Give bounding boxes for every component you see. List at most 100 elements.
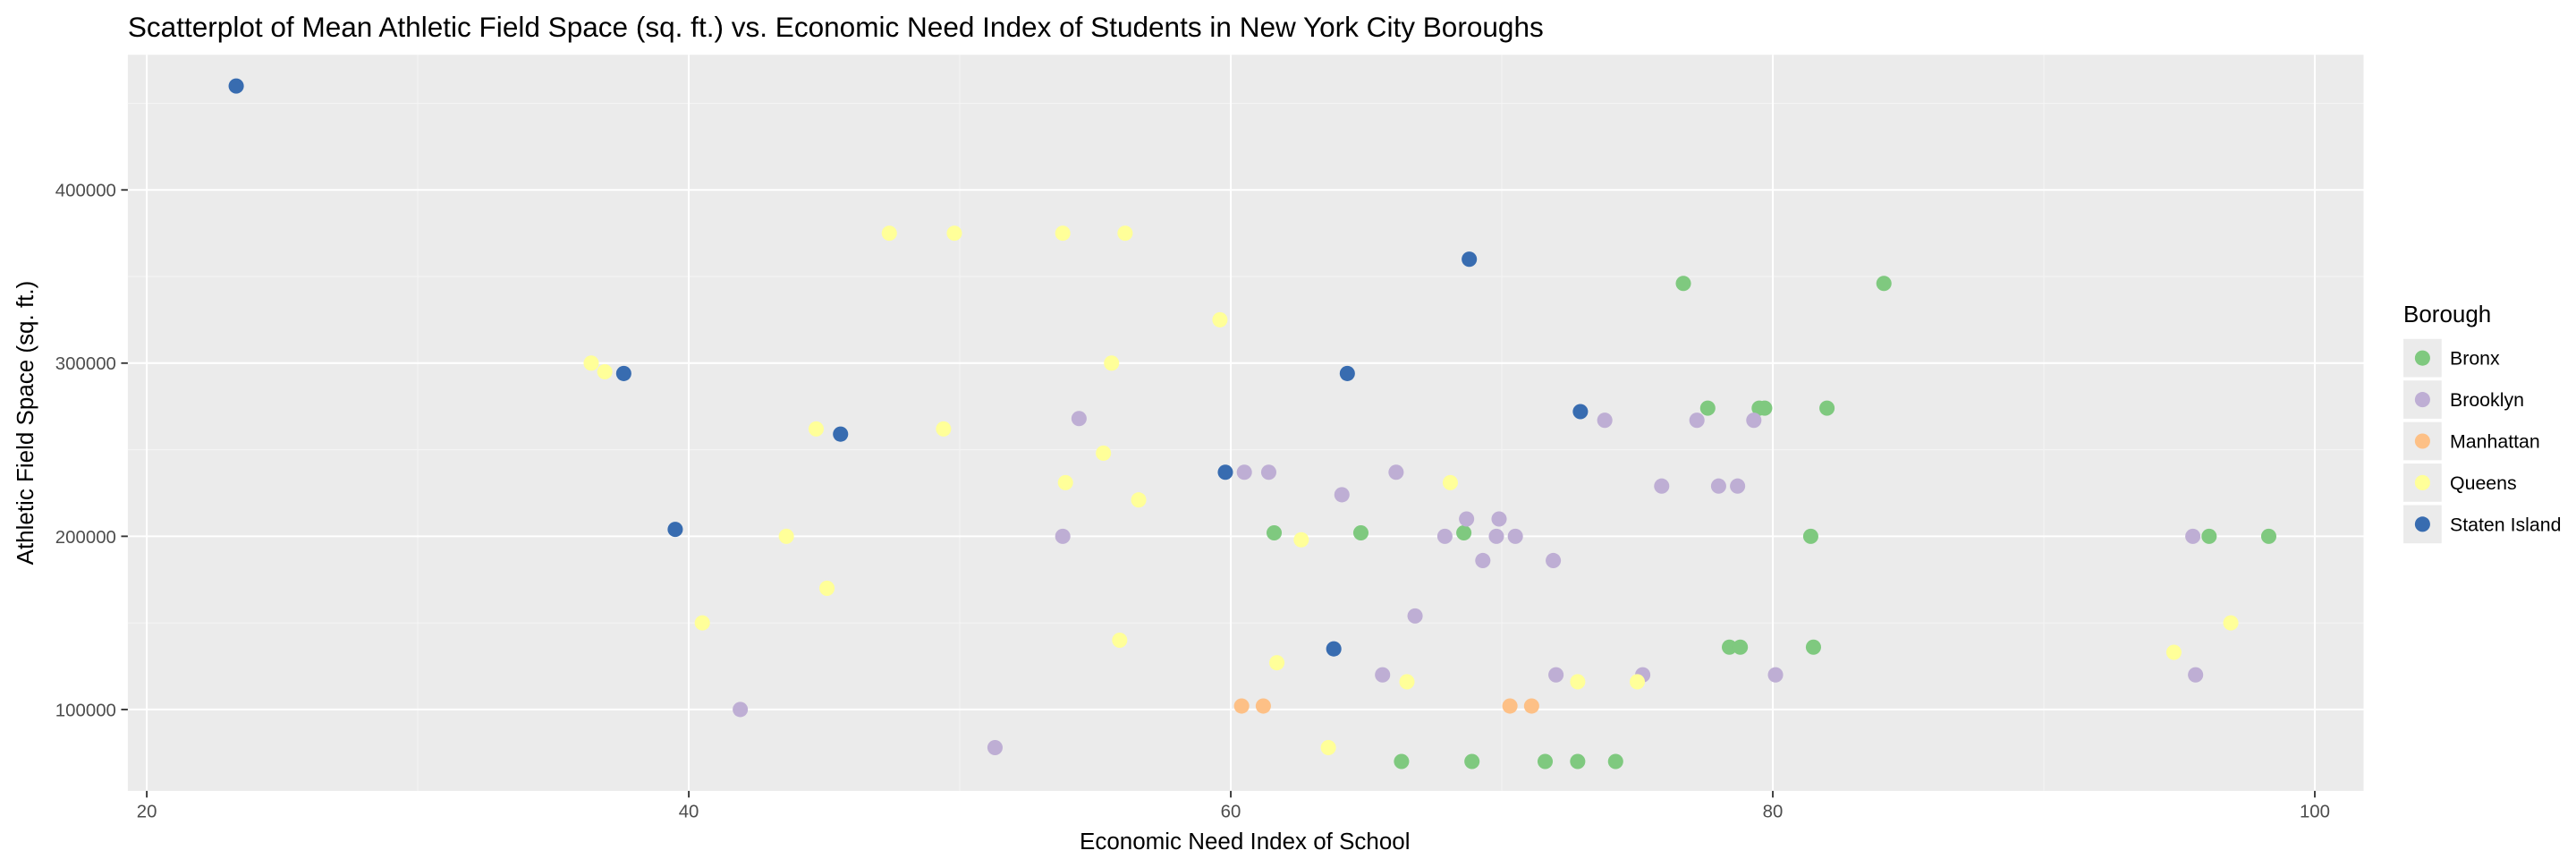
data-point-queens (808, 421, 825, 437)
data-point-staten-island (1462, 251, 1478, 268)
data-point-queens (1269, 655, 1285, 671)
y-tick-label: 300000 (55, 354, 116, 374)
data-point-queens (946, 225, 962, 242)
x-axis-title: Economic Need Index of School (1080, 828, 1410, 855)
data-point-bronx (1721, 639, 1738, 655)
data-point-brooklyn (1375, 667, 1391, 683)
minor-grid (127, 55, 2364, 791)
data-point-queens (597, 363, 613, 380)
data-point-bronx (1266, 524, 1283, 541)
plot-panel (127, 55, 2364, 791)
data-point-brooklyn (1746, 412, 1762, 429)
data-point-brooklyn (1730, 478, 1746, 494)
data-point-brooklyn (1491, 511, 1507, 527)
y-axis-title: Athletic Field Space (sq. ft.) (12, 281, 38, 566)
data-point-queens (2223, 615, 2239, 631)
y-tick-label: 200000 (55, 528, 116, 548)
data-point-bronx (1537, 753, 1554, 770)
legend-key-staten-island (2414, 516, 2430, 532)
data-point-bronx (1699, 400, 1716, 416)
x-tick-label: 80 (1763, 803, 1784, 822)
data-point-staten-island (1339, 365, 1355, 381)
data-point-bronx (1570, 753, 1586, 770)
data-point-manhattan (1523, 698, 1539, 714)
data-point-brooklyn (987, 739, 1003, 756)
data-point-bronx (1394, 753, 1410, 770)
data-point-brooklyn (2188, 667, 2204, 683)
data-point-bronx (1757, 400, 1773, 416)
data-point-staten-island (1572, 404, 1589, 420)
data-point-queens (1112, 632, 1128, 649)
data-point-queens (1096, 445, 1112, 461)
data-point-brooklyn (1507, 528, 1523, 544)
data-point-brooklyn (2185, 528, 2201, 544)
x-tick-label: 100 (2300, 803, 2330, 822)
chart-title: Scatterplot of Mean Athletic Field Space… (128, 11, 1544, 43)
data-point-staten-island (1326, 641, 1342, 657)
data-point-brooklyn (1767, 667, 1784, 683)
data-point-bronx (1607, 753, 1623, 770)
data-point-brooklyn (1475, 552, 1491, 568)
data-point-brooklyn (1071, 411, 1087, 427)
data-point-brooklyn (1459, 511, 1475, 527)
data-point-bronx (1352, 524, 1369, 541)
data-point-queens (2165, 644, 2182, 660)
data-point-queens (1293, 532, 1309, 548)
data-point-queens (1057, 474, 1073, 490)
legend-label-staten-island: Staten Island (2450, 514, 2561, 535)
y-tick-label: 100000 (55, 701, 116, 720)
data-point-staten-island (615, 365, 631, 381)
data-point-bronx (2201, 528, 2217, 544)
data-point-bronx (1876, 276, 1892, 292)
legend-title: Borough (2403, 301, 2491, 327)
data-point-queens (694, 615, 710, 631)
x-axis: 20 40 60 80 100 (137, 790, 2330, 822)
y-tick-label: 400000 (55, 182, 116, 201)
data-point-bronx (2260, 528, 2277, 544)
data-point-queens (819, 580, 835, 596)
data-point-queens (1212, 311, 1228, 327)
data-point-bronx (1819, 400, 1835, 416)
data-points (228, 78, 2277, 770)
x-tick-label: 60 (1221, 803, 1241, 822)
data-point-brooklyn (1710, 478, 1726, 494)
legend-label-manhattan: Manhattan (2450, 430, 2540, 452)
data-point-queens (1055, 225, 1071, 242)
legend-label-brooklyn: Brooklyn (2450, 389, 2524, 411)
data-point-bronx (1733, 639, 1749, 655)
x-tick-label: 40 (679, 803, 699, 822)
legend-key-bronx (2414, 350, 2430, 366)
data-point-queens (778, 528, 794, 544)
data-point-brooklyn (733, 702, 749, 718)
data-point-bronx (1675, 276, 1691, 292)
y-axis: 100000 200000 300000 400000 (55, 182, 128, 720)
legend-key-queens (2414, 474, 2430, 490)
data-point-bronx (1464, 753, 1480, 770)
data-point-queens (1117, 225, 1133, 242)
data-point-brooklyn (1260, 464, 1276, 481)
data-point-bronx (1805, 639, 1821, 655)
data-point-queens (1442, 474, 1458, 490)
data-point-staten-island (228, 78, 244, 94)
data-point-brooklyn (1488, 528, 1504, 544)
data-point-manhattan (1233, 698, 1250, 714)
data-point-bronx (1802, 528, 1818, 544)
data-point-manhattan (1255, 698, 1271, 714)
data-point-queens (1399, 674, 1415, 690)
data-point-brooklyn (1388, 464, 1404, 481)
data-point-queens (1104, 355, 1120, 371)
data-point-queens (1570, 674, 1586, 690)
data-point-queens (881, 225, 897, 242)
legend-key-manhattan (2414, 433, 2430, 449)
legend-label-queens: Queens (2450, 472, 2517, 494)
data-point-staten-island (833, 426, 849, 442)
data-point-queens (583, 355, 599, 371)
data-point-brooklyn (1436, 528, 1453, 544)
data-point-queens (1629, 674, 1646, 690)
legend-label-bronx: Bronx (2450, 348, 2500, 370)
data-point-brooklyn (1546, 552, 1562, 568)
data-point-manhattan (1502, 698, 1518, 714)
data-point-brooklyn (1597, 412, 1613, 429)
